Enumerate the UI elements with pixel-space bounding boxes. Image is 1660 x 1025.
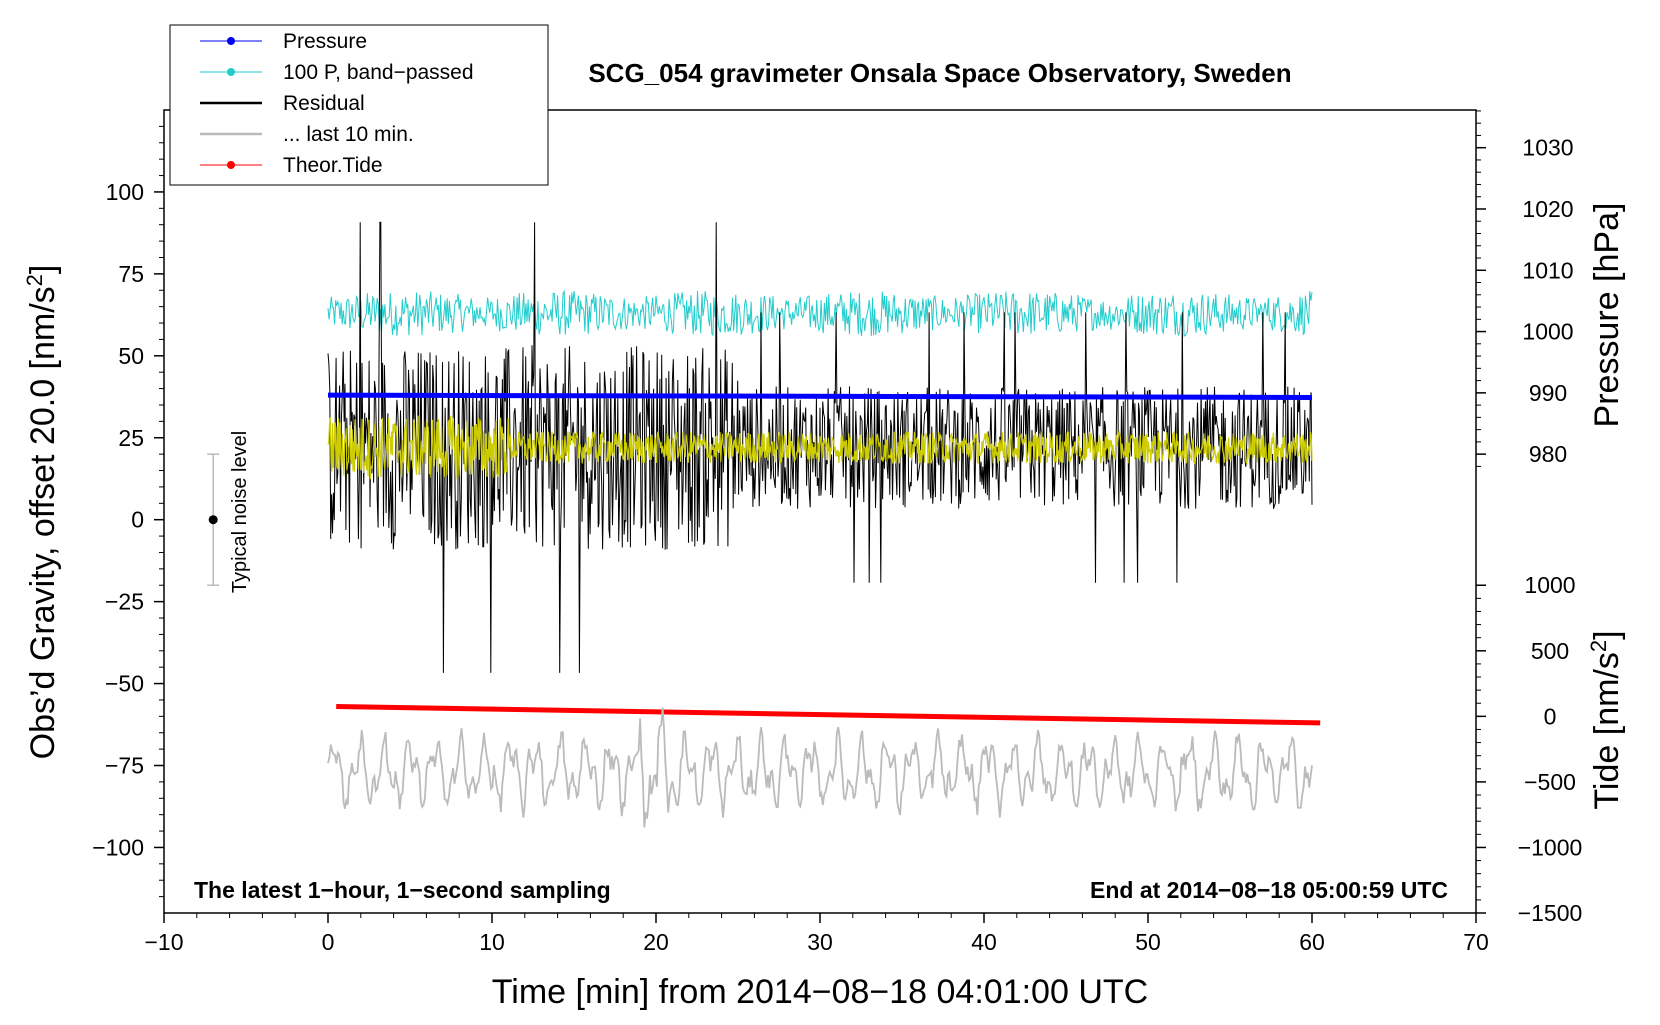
pressure-tick-label: 1010 — [1522, 257, 1573, 283]
noise-level-indicator — [207, 453, 220, 586]
x-axis-title: Time [min] from 2014−08−18 04:01:00 UTC — [492, 973, 1148, 1011]
legend-marker — [227, 37, 235, 45]
y-axis-title-left: Obs’d Gravity, offset 20.0 [nm/s2] — [22, 265, 63, 760]
y-tick-label: −50 — [105, 671, 144, 697]
y-tick-label: 100 — [106, 179, 144, 205]
y-tick-label: 25 — [118, 425, 144, 451]
series-theoretical-tide — [336, 704, 1321, 726]
tide-tick-label: 1000 — [1524, 572, 1575, 598]
y-axis-title-tide: Tide [nm/s2] — [1586, 630, 1627, 809]
x-tick-label: 60 — [1299, 929, 1325, 955]
pressure-tick-label: 1030 — [1522, 135, 1573, 161]
noise-level-label: Typical noise level — [229, 431, 251, 593]
tide-tick-label: 0 — [1544, 703, 1557, 729]
x-tick-label: 70 — [1463, 929, 1489, 955]
y-tick-label: −75 — [105, 753, 144, 779]
y-tick-label: 75 — [118, 261, 144, 287]
legend-marker — [227, 68, 235, 76]
legend-label: Pressure — [283, 30, 367, 53]
series-pressure — [327, 392, 1313, 400]
legend-label: ... last 10 min. — [283, 123, 414, 146]
noise-bar-point — [208, 515, 218, 525]
x-tick-label: 0 — [322, 929, 335, 955]
axis-layer: −10 0 10 20 30 40 50 60 701007550250−25−50−75−10… — [92, 110, 1583, 955]
series-bandpassed-pressure — [327, 289, 1313, 337]
y-tick-label: 0 — [131, 507, 144, 533]
tide-tick-label: −1500 — [1518, 900, 1583, 926]
pressure-tick-label: 980 — [1529, 441, 1567, 467]
legend-marker — [227, 161, 235, 169]
note-latest-hour: The latest 1−hour, 1−second sampling — [194, 877, 611, 903]
note-end-time: End at 2014−08−18 05:00:59 UTC — [1090, 877, 1448, 903]
series-residual-smoothed — [327, 415, 1313, 480]
x-tick-label: 10 — [479, 929, 505, 955]
legend-label: 100 P, band−passed — [283, 61, 474, 84]
series-residual — [327, 221, 1313, 673]
tide-tick-label: −500 — [1524, 769, 1576, 795]
tide-tick-label: 500 — [1531, 638, 1569, 664]
y-tick-label: 50 — [118, 343, 144, 369]
y-axis-title-pressure: Pressure [hPa] — [1588, 203, 1626, 428]
x-tick-label: 50 — [1135, 929, 1161, 955]
legend-items: Pressure 100 P, band−passed Residual ... la… — [200, 30, 474, 177]
legend: Pressure 100 P, band−passed Residual ... la… — [169, 24, 549, 186]
tide-tick-label: −1000 — [1518, 834, 1583, 860]
x-tick-label: 40 — [971, 929, 997, 955]
x-tick-label: 30 — [807, 929, 833, 955]
legend-box — [169, 24, 549, 186]
legend-label: Theor.Tide — [283, 154, 383, 177]
pressure-tick-label: 1000 — [1522, 319, 1573, 345]
series-layer — [327, 221, 1321, 828]
legend-label: Residual — [283, 92, 365, 115]
y-tick-label: −25 — [105, 589, 144, 615]
x-tick-label: −10 — [144, 929, 183, 955]
pressure-tick-label: 990 — [1529, 380, 1567, 406]
series-last-10-min — [327, 707, 1313, 828]
chart-title: SCG_054 gravimeter Onsala Space Observat… — [588, 58, 1291, 88]
pressure-tick-label: 1020 — [1522, 196, 1573, 222]
y-tick-label: −100 — [92, 834, 144, 860]
x-tick-label: 20 — [643, 929, 669, 955]
